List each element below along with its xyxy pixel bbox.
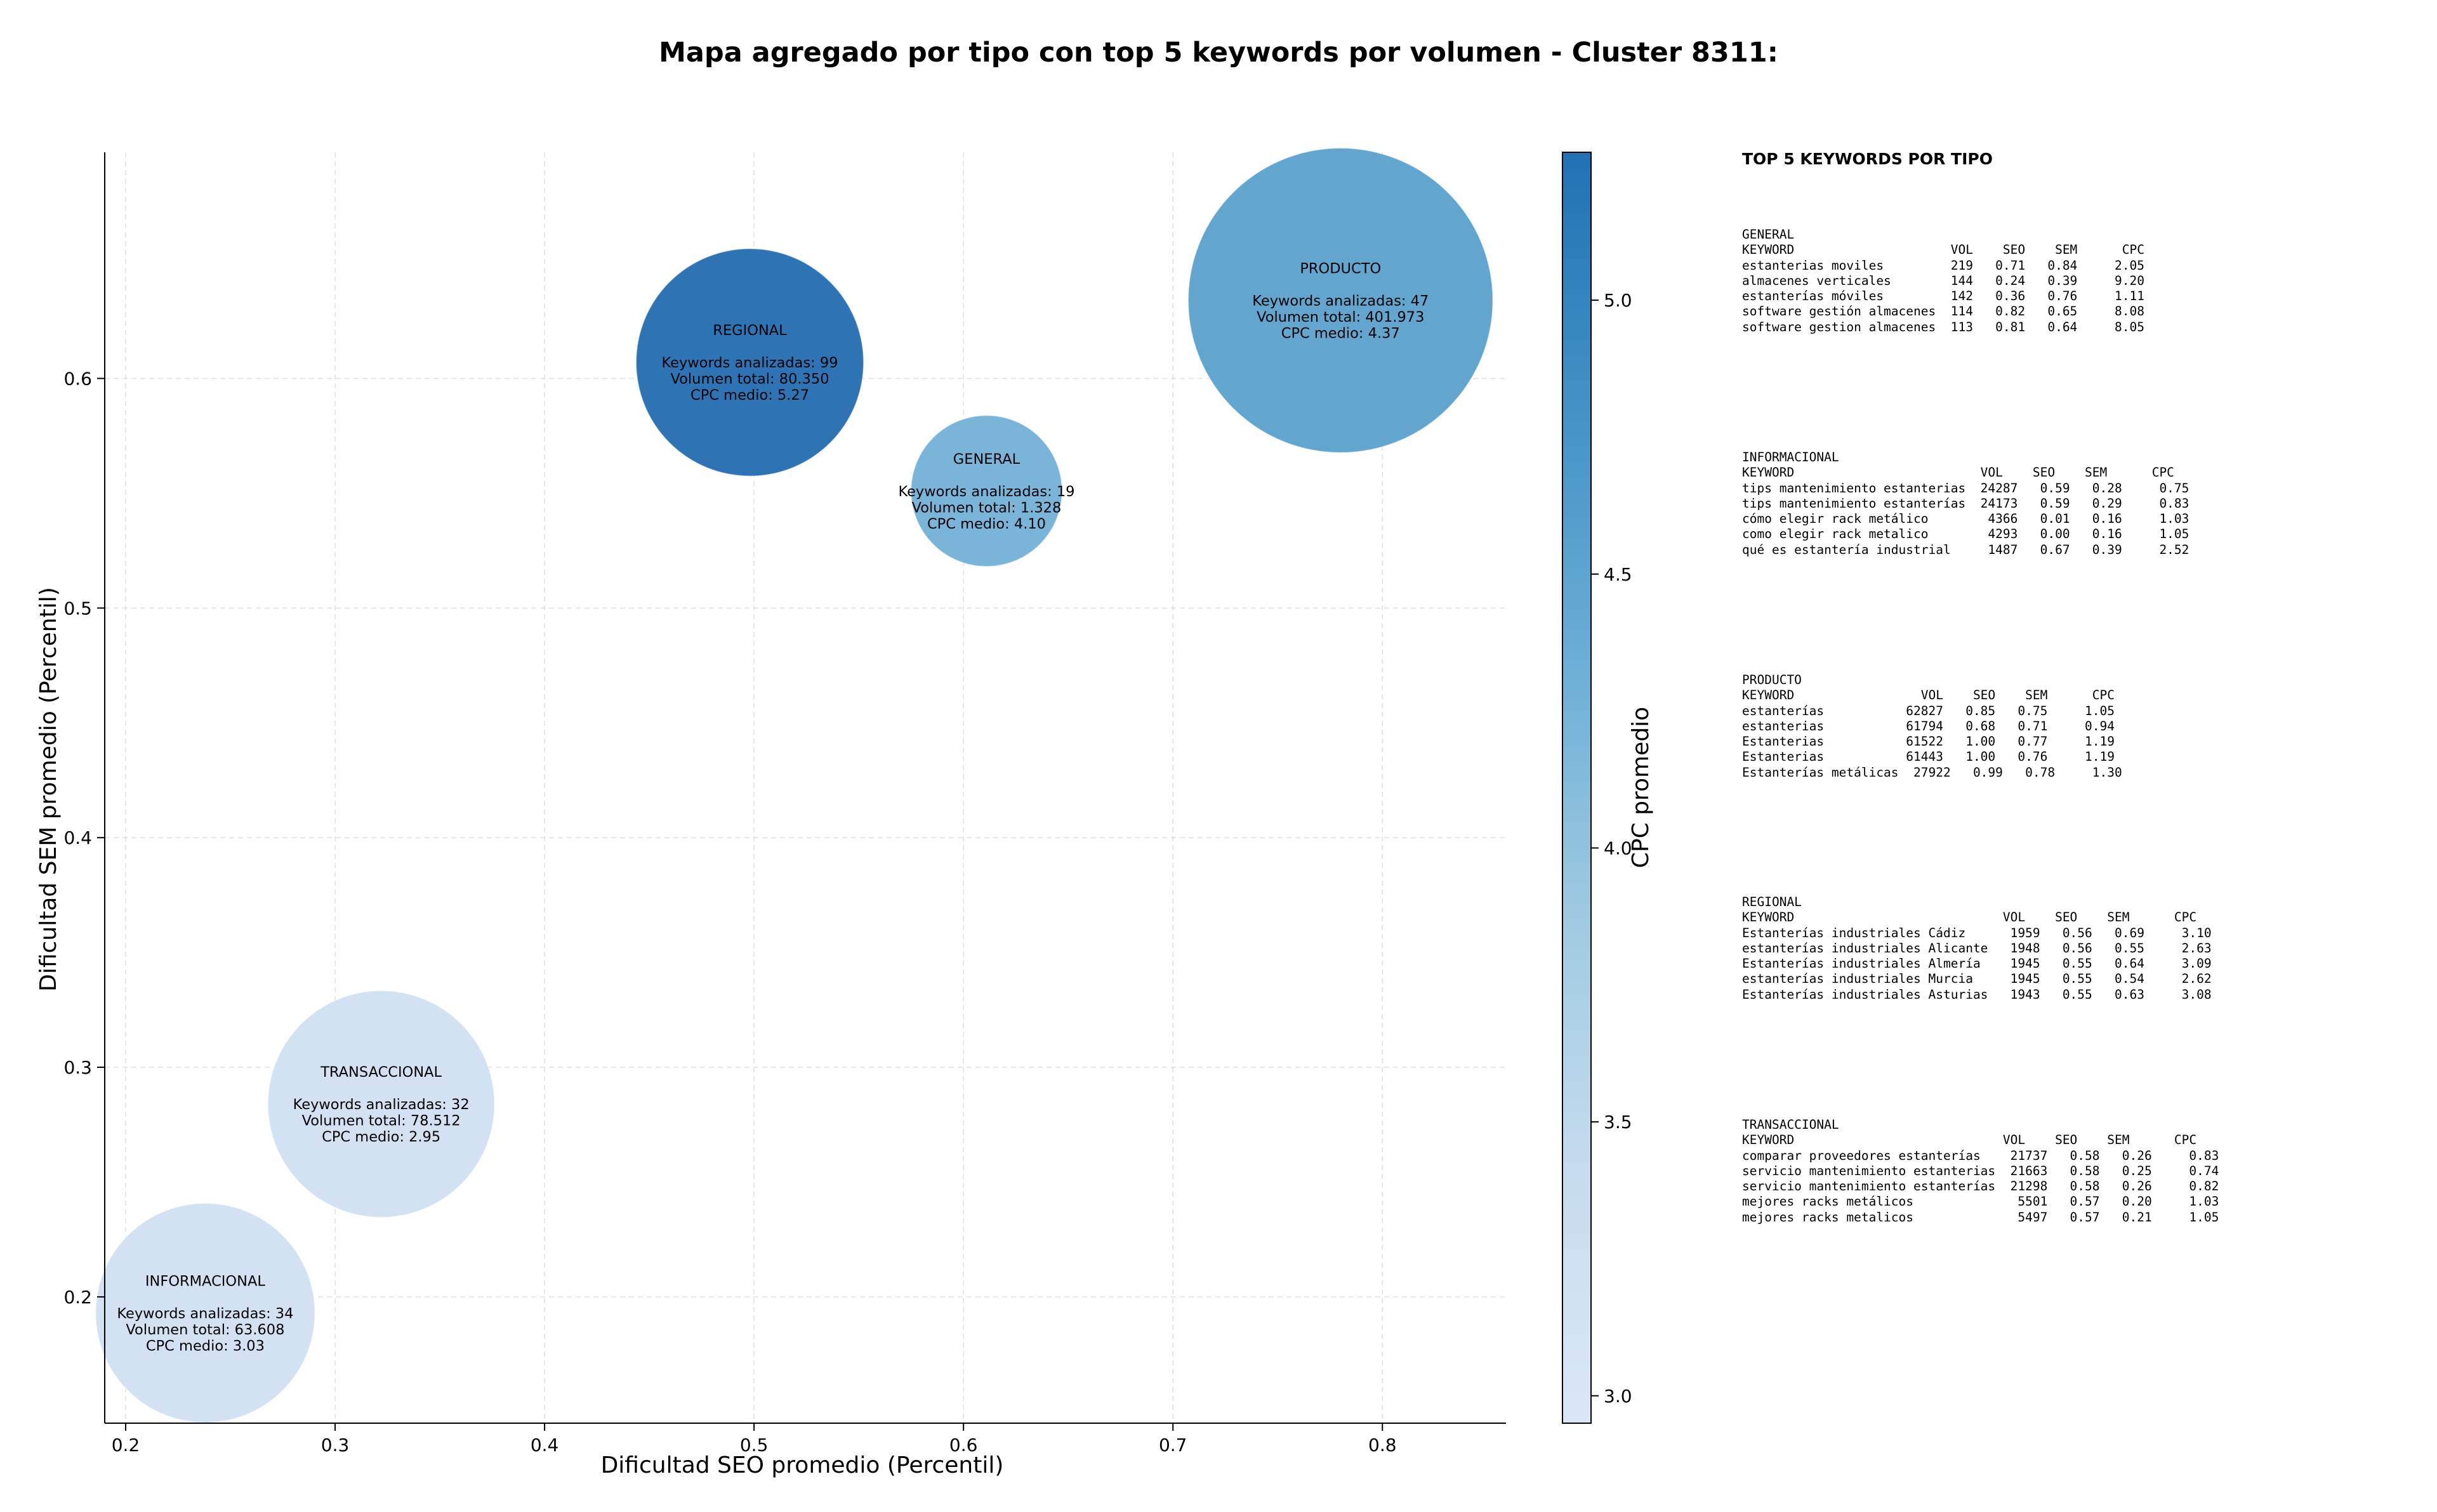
- bubble-label: Keywords analizadas: 47: [1252, 293, 1429, 309]
- y-tick-label: 0.4: [63, 827, 92, 848]
- x-tick-label: 0.4: [531, 1435, 559, 1456]
- bubble-label: PRODUCTO: [1300, 260, 1381, 277]
- table-general: GENERAL KEYWORD VOL SEO SEM CPC estanter…: [1742, 227, 2144, 334]
- bubble-label: Volumen total: 63.608: [126, 1322, 284, 1338]
- bubble-transaccional: [267, 990, 495, 1218]
- y-tick-label: 0.3: [63, 1057, 92, 1078]
- bubble-label: Keywords analizadas: 34: [117, 1305, 293, 1322]
- panel-heading: TOP 5 KEYWORDS POR TIPO: [1742, 150, 1993, 168]
- bubble-label: CPC medio: 4.10: [927, 516, 1046, 532]
- y-axis-label: Dificultad SEM promedio (Percentil): [36, 587, 62, 992]
- bubble-label: Keywords analizadas: 99: [661, 355, 838, 371]
- bubble-label: Keywords analizadas: 19: [898, 483, 1074, 500]
- colorbar-tick-label: 3.0: [1604, 1386, 1632, 1407]
- bubble-producto: [1187, 147, 1494, 454]
- x-tick-label: 0.8: [1368, 1435, 1397, 1456]
- table-producto: PRODUCTO KEYWORD VOL SEO SEM CPC estante…: [1742, 673, 2122, 780]
- y-tick-label: 0.2: [63, 1287, 92, 1308]
- bubble-label: GENERAL: [953, 451, 1020, 468]
- colorbar: 3.0 3.5 4.0 4.5 5.0: [1562, 152, 1632, 1424]
- bubble-label: Volumen total: 401.973: [1257, 309, 1424, 325]
- x-tick-label: 0.5: [740, 1435, 769, 1456]
- bubble-label: Volumen total: 1.328: [912, 499, 1062, 516]
- x-tick-label: 0.2: [112, 1435, 140, 1456]
- x-tick-label: 0.7: [1159, 1435, 1187, 1456]
- colorbar-tick-label: 4.0: [1604, 838, 1632, 858]
- y-tick-label: 0.5: [63, 598, 92, 619]
- chart-title: Mapa agregado por tipo con top 5 keyword…: [659, 37, 1778, 69]
- axes: 0.2 0.3 0.4 0.5 0.6 0.7 0.8 0.2 0.3 0.4 0.5 0.6: [63, 152, 1506, 1456]
- x-tick-label: 0.3: [321, 1435, 350, 1456]
- bubble-label: CPC medio: 5.27: [690, 387, 809, 404]
- bubble-regional: [635, 248, 864, 477]
- bubble-general: [910, 414, 1063, 567]
- colorbar-tick-label: 3.5: [1604, 1112, 1632, 1133]
- bubble-label: TRANSACCIONAL: [320, 1064, 442, 1081]
- colorbar-tick-label: 5.0: [1604, 290, 1632, 311]
- colorbar-tick-label: 4.5: [1604, 564, 1632, 585]
- bubble-label: INFORMACIONAL: [145, 1273, 265, 1289]
- bubble-label: Volumen total: 78.512: [302, 1112, 461, 1129]
- bubble-label: CPC medio: 4.37: [1281, 325, 1400, 341]
- y-tick-label: 0.6: [63, 368, 92, 389]
- bubble-label: REGIONAL: [713, 322, 787, 339]
- table-informacional: INFORMACIONAL KEYWORD VOL SEO SEM CPC ti…: [1742, 450, 2189, 557]
- bubble-label: CPC medio: 2.95: [322, 1129, 440, 1145]
- table-transaccional: TRANSACCIONAL KEYWORD VOL SEO SEM CPC co…: [1742, 1117, 2219, 1225]
- x-tick-label: 0.6: [949, 1435, 978, 1456]
- colorbar-label: CPC promedio: [1628, 707, 1654, 868]
- bubble-label: Keywords analizadas: 32: [293, 1096, 470, 1113]
- bubble-label: Volumen total: 80.350: [671, 371, 829, 388]
- colorbar-gradient: [1562, 152, 1592, 1424]
- x-axis-label: Dificultad SEO promedio (Percentil): [601, 1452, 1004, 1478]
- table-regional: REGIONAL KEYWORD VOL SEO SEM CPC Estante…: [1742, 895, 2212, 1002]
- bubble-label: CPC medio: 3.03: [146, 1338, 265, 1354]
